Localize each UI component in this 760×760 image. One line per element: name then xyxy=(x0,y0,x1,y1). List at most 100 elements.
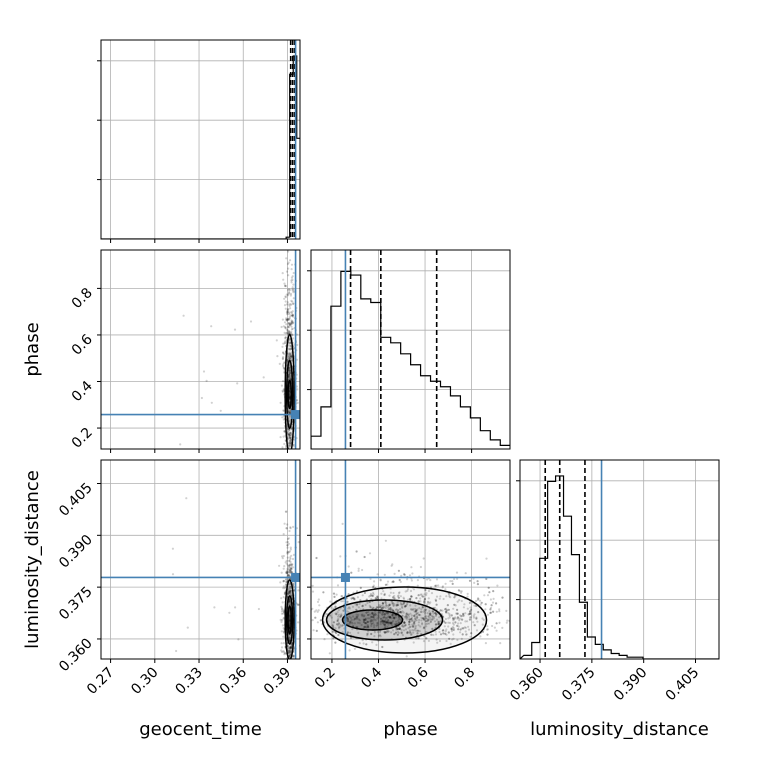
scatter-point xyxy=(304,617,306,619)
scatter-point xyxy=(431,615,434,619)
scatter-point xyxy=(430,592,434,595)
scatter-point xyxy=(294,660,296,662)
scatter-point xyxy=(336,623,339,626)
scatter-point xyxy=(468,618,472,621)
scatter-point xyxy=(381,602,385,605)
scatter-point xyxy=(422,617,425,620)
scatter-point xyxy=(398,626,401,629)
scatter-point xyxy=(473,613,476,616)
scatter-point xyxy=(322,591,325,594)
scatter-point xyxy=(371,606,375,609)
scatter-point xyxy=(291,327,294,330)
hist-step-phase xyxy=(311,270,510,449)
scatter-point xyxy=(284,336,287,339)
scatter-point xyxy=(383,623,386,626)
scatter-point xyxy=(477,611,480,614)
scatter-point xyxy=(289,441,292,444)
scatter-point xyxy=(291,247,293,249)
scatter-point xyxy=(337,622,340,625)
scatter-point xyxy=(289,646,292,650)
scatter-point xyxy=(470,632,473,635)
scatter-point xyxy=(441,586,444,589)
scatter-point xyxy=(487,586,490,589)
scatter-point xyxy=(289,592,292,595)
scatter-point xyxy=(406,631,409,634)
scatter-point xyxy=(426,600,429,604)
scatter-point xyxy=(376,630,379,634)
scatter-point xyxy=(451,622,455,625)
scatter-point xyxy=(381,619,384,623)
scatter-point xyxy=(288,322,291,325)
scatter-point xyxy=(385,621,388,624)
scatter-point xyxy=(392,629,395,632)
scatter-point xyxy=(409,631,412,634)
hist-panel-luminosity_distance xyxy=(520,460,719,659)
scatter-point xyxy=(332,592,336,595)
truth-marker-luminosity_distance_vs_phase xyxy=(340,572,350,582)
scatter-point xyxy=(359,599,362,602)
scatter-point xyxy=(392,580,395,583)
scatter-point xyxy=(291,322,294,325)
scatter-point xyxy=(287,311,290,314)
x-tick-label-phase-2: 0.6 xyxy=(405,664,432,691)
scatter-point xyxy=(376,622,379,625)
scatter-point xyxy=(288,598,291,601)
scatter-point xyxy=(411,623,414,626)
scatter-point xyxy=(382,590,385,593)
scatter-point xyxy=(290,321,293,324)
scatter-point xyxy=(362,615,365,618)
scatter-point xyxy=(353,617,357,620)
scatter-point xyxy=(322,591,325,594)
scatter-point xyxy=(406,588,410,591)
scatter-point xyxy=(288,503,290,505)
scatter-point xyxy=(418,613,421,616)
scatter-point xyxy=(281,272,284,275)
scatter-point xyxy=(290,312,294,315)
scatter-point xyxy=(373,631,376,634)
scatter-point xyxy=(415,609,418,612)
scatter-point xyxy=(290,354,293,357)
scatter-point xyxy=(418,607,421,610)
scatter-point xyxy=(280,605,283,609)
scatter-point xyxy=(419,597,422,600)
scatter-point xyxy=(454,604,457,607)
scatter-point xyxy=(282,642,285,645)
scatter-point xyxy=(292,445,295,448)
scatter-point xyxy=(444,588,447,591)
scatter-point xyxy=(290,263,294,266)
scatter-point xyxy=(287,590,290,593)
scatter-point xyxy=(345,616,348,619)
scatter-point xyxy=(414,609,417,613)
scatter-point xyxy=(410,608,413,611)
scatter-point xyxy=(288,451,290,453)
scatter-point xyxy=(459,631,462,634)
scatter-point xyxy=(405,603,408,607)
scatter-point xyxy=(288,649,291,652)
scatter-point xyxy=(357,618,360,621)
scatter-point xyxy=(331,630,334,633)
scatter-point xyxy=(390,622,393,625)
scatter-point xyxy=(285,311,288,314)
scatter-point xyxy=(415,612,418,616)
scatter-point xyxy=(489,611,492,615)
scatter-point xyxy=(291,310,294,313)
scatter-point xyxy=(282,617,285,620)
scatter-point xyxy=(498,608,501,611)
scatter-point xyxy=(484,603,487,606)
scatter-point xyxy=(390,617,393,620)
scatter-point xyxy=(424,608,427,611)
scatter-point xyxy=(401,625,404,628)
scatter-point xyxy=(423,618,426,621)
scatter-point xyxy=(438,597,441,600)
scatter-point xyxy=(323,638,326,641)
scatter-point xyxy=(414,619,417,622)
scatter-point xyxy=(349,621,352,624)
scatter-point xyxy=(292,470,294,472)
scatter-point xyxy=(455,612,458,615)
scatter-point xyxy=(423,597,427,601)
scatter-point xyxy=(369,594,372,597)
scatter-point xyxy=(430,633,433,636)
scatter-point xyxy=(427,615,430,619)
scatter-point xyxy=(427,597,430,600)
scatter-point xyxy=(290,682,292,684)
